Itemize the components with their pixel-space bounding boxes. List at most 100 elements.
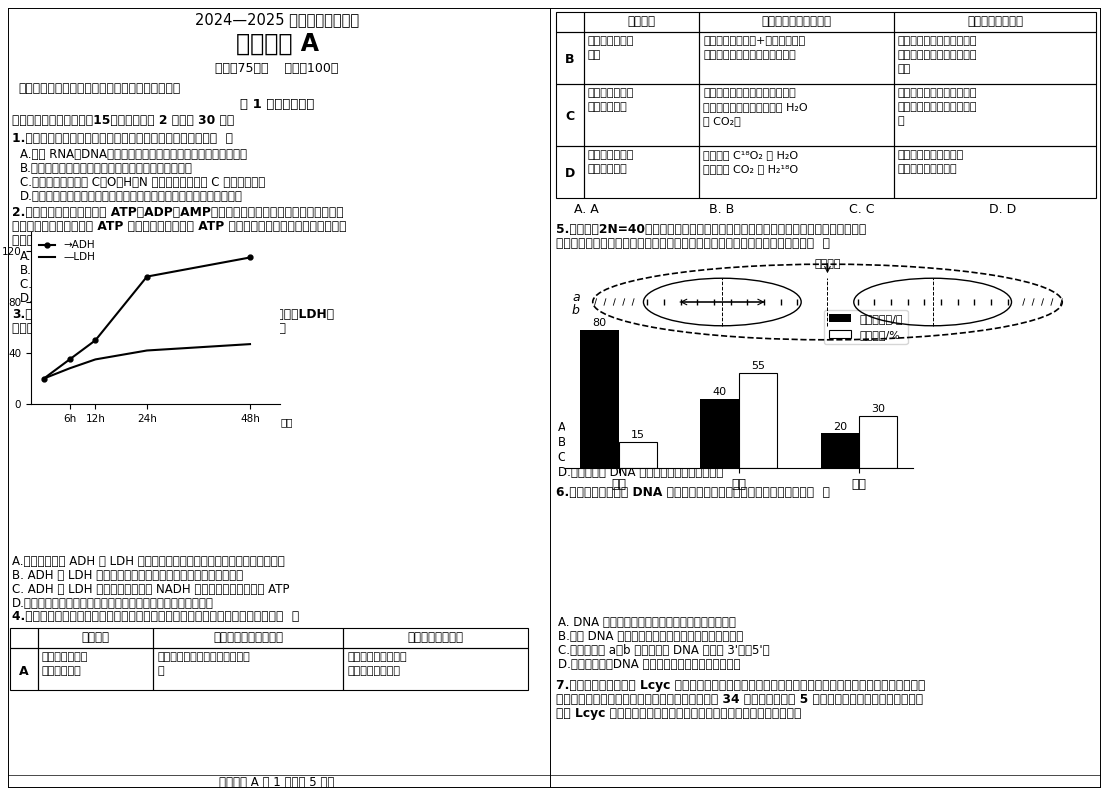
Text: b: b xyxy=(572,304,580,317)
Text: D.厌氧胁迫下，根细胞的无氧呼吸过程逐渐以产生酒精途径为主: D.厌氧胁迫下，根细胞的无氧呼吸过程逐渐以产生酒精途径为主 xyxy=(12,597,214,610)
Text: 4.实验是生物学研究的重要手段，对以下光合作用的部分探究实验分析正确的是（  ）: 4.实验是生物学研究的重要手段，对以下光合作用的部分探究实验分析正确的是（ ） xyxy=(12,610,299,623)
Bar xyxy=(153,648,343,690)
Text: 实验材料、操作或现象: 实验材料、操作或现象 xyxy=(762,15,831,28)
Text: 过滤不用滤纸和纱布: 过滤不用滤纸和纱布 xyxy=(346,652,406,662)
Text: 实验组是 CO₂ 和 H₂¹⁸O: 实验组是 CO₂ 和 H₂¹⁸O xyxy=(703,164,798,174)
—LDH xyxy=(141,346,154,355)
Text: 对照组是 C¹⁸O₂ 和 H₂O: 对照组是 C¹⁸O₂ 和 H₂O xyxy=(703,150,798,160)
Bar xyxy=(343,628,528,648)
Legend: 染色体数目/条, 细胞数目/%: 染色体数目/条, 细胞数目/% xyxy=(825,310,908,344)
Text: 希尔的离体叶绿: 希尔的离体叶绿 xyxy=(588,88,634,98)
Line: →ADH: →ADH xyxy=(41,255,252,381)
Bar xyxy=(584,12,699,32)
Text: D.一分子 AMP 中只有一个磷酸基团，可作为合成 RNA 的原料: D.一分子 AMP 中只有一个磷酸基团，可作为合成 RNA 的原料 xyxy=(20,292,245,305)
Bar xyxy=(584,84,699,146)
Text: 第 1 卷（选择题）: 第 1 卷（选择题） xyxy=(240,98,314,111)
Text: 区域: 区域 xyxy=(898,64,911,74)
Text: 反效应。下列说法错误的是（  ）: 反效应。下列说法错误的是（ ） xyxy=(12,234,124,247)
Text: 是因其会吸附色素: 是因其会吸附色素 xyxy=(346,666,400,676)
Legend: →ADH, —LDH: →ADH, —LDH xyxy=(37,238,99,266)
Text: B.图示 DNA 分子的复制过程是从多个起点同时开始的: B.图示 DNA 分子的复制过程是从多个起点同时开始的 xyxy=(558,630,743,643)
Bar xyxy=(556,12,584,32)
Bar xyxy=(699,84,894,146)
Text: B. ADH 和 LDH 分布于细胞质基质中，其活性可被厌氧胁迫激活: B. ADH 和 LDH 分布于细胞质基质中，其活性可被厌氧胁迫激活 xyxy=(12,569,244,582)
Bar xyxy=(894,84,1096,146)
Bar xyxy=(153,628,343,648)
Bar xyxy=(38,648,153,690)
Text: 取和分离实验: 取和分离实验 xyxy=(42,666,82,676)
Bar xyxy=(584,32,699,84)
Text: 时间：75分钟    满分：100分: 时间：75分钟 满分：100分 xyxy=(216,62,339,75)
Text: 55: 55 xyxy=(752,362,765,371)
Bar xyxy=(820,434,859,468)
Text: 15: 15 xyxy=(631,430,645,440)
Text: A.磷是 RNA、DNA、脱氧核糖等不可缺少的成分，属于大量元素: A.磷是 RNA、DNA、脱氧核糖等不可缺少的成分，属于大量元素 xyxy=(20,148,247,161)
→ADH xyxy=(244,253,257,262)
→ADH xyxy=(141,272,154,282)
Text: 实验名称: 实验名称 xyxy=(82,631,110,644)
Text: 实验: 实验 xyxy=(588,50,601,60)
Text: 细胞分为甲、乙、丙三组，每组细胞数目的占比如图所示。下列叙述正确的是（  ）: 细胞分为甲、乙、丙三组，每组细胞数目的占比如图所示。下列叙述正确的是（ ） xyxy=(556,237,830,250)
Text: 过滤收集滤液时放一块单层尼龙: 过滤收集滤液时放一块单层尼龙 xyxy=(157,652,250,662)
Text: C. C: C. C xyxy=(849,203,875,216)
Bar xyxy=(701,399,739,468)
Bar xyxy=(38,628,153,648)
Text: 分析、结果或条件: 分析、结果或条件 xyxy=(968,15,1023,28)
Text: 复制起点: 复制起点 xyxy=(815,258,840,269)
Text: B.糖类可以为细胞的生活提供能量，是主要的能源物质: B.糖类可以为细胞的生活提供能量，是主要的能源物质 xyxy=(20,162,193,175)
Bar xyxy=(619,442,658,468)
Text: 体悬浮液实验: 体悬浮液实验 xyxy=(588,102,628,112)
Text: 制临时装片：水绵+需氧细菌，装: 制临时装片：水绵+需氧细菌，装 xyxy=(703,36,805,46)
Bar xyxy=(859,416,898,468)
Text: 1.下列有关组成细胞的化学元素和化合物的叙述，错误的是（  ）: 1.下列有关组成细胞的化学元素和化合物的叙述，错误的是（ ） xyxy=(12,132,232,145)
Text: D.用药物阻断 DNA 复制可减少乙组细胞的数量: D.用药物阻断 DNA 复制可减少乙组细胞的数量 xyxy=(558,466,723,479)
Text: 高三生物 A: 高三生物 A xyxy=(236,32,319,56)
Text: a: a xyxy=(572,291,580,304)
Bar xyxy=(894,32,1096,84)
Text: D.子链延伸中，DNA 聚合酶可催化磷酸二酯键的形成: D.子链延伸中，DNA 聚合酶可催化磷酸二酯键的形成 xyxy=(558,658,741,671)
Text: 2024—2025 学年度上学期月考: 2024—2025 学年度上学期月考 xyxy=(195,12,359,27)
Text: 该实验需要在适宜的光: 该实验需要在适宜的光 xyxy=(898,150,964,160)
Text: D. D: D. D xyxy=(989,203,1016,216)
Bar xyxy=(556,84,584,146)
Text: 应: 应 xyxy=(898,116,904,126)
Text: 20: 20 xyxy=(832,422,847,432)
Text: B: B xyxy=(566,53,575,66)
Bar xyxy=(894,146,1096,198)
Bar xyxy=(699,32,894,84)
—LDH xyxy=(89,354,102,364)
Text: 分析、结果或条件: 分析、结果或条件 xyxy=(407,631,464,644)
Text: 照和温度条件下进行: 照和温度条件下进行 xyxy=(898,164,958,174)
Text: 实验材料、操作或现象: 实验材料、操作或现象 xyxy=(213,631,283,644)
Text: A.肌肉收缩时，高能荷更有利于其进行: A.肌肉收缩时，高能荷更有利于其进行 xyxy=(20,250,144,263)
Text: 高三生物 A 第 1 页（共 5 页）: 高三生物 A 第 1 页（共 5 页） xyxy=(219,776,334,789)
→ADH xyxy=(38,374,51,383)
Text: 7.柳穿鱼的形态结构与 Lcyc 基因的表达直接相关。现将花型两侧对称与花型辐射对称的两种柳穿鱼杂交，: 7.柳穿鱼的形态结构与 Lcyc 基因的表达直接相关。现将花型两侧对称与花型辐射… xyxy=(556,679,925,692)
Text: 布: 布 xyxy=(157,666,164,676)
Text: B.乙组部分细胞可能不含有同源染色体: B.乙组部分细胞可能不含有同源染色体 xyxy=(558,436,682,449)
Text: A. DNA 独特的双螺旋结构为复制提供了精确的模板: A. DNA 独特的双螺旋结构为复制提供了精确的模板 xyxy=(558,616,736,629)
Text: 40: 40 xyxy=(713,387,727,398)
Text: C: C xyxy=(566,110,575,123)
Text: 实验名称: 实验名称 xyxy=(628,15,655,28)
Text: 催化乳酸合成，两者的活性随着处理时间的变化如图所示。下列说法错误的是（  ）: 催化乳酸合成，两者的活性随着处理时间的变化如图所示。下列说法错误的是（ ） xyxy=(12,322,286,335)
Text: A.玉米根细胞中 ADH 和 LDH 功能不同的根本原因是控制二者合成的基因不同: A.玉米根细胞中 ADH 和 LDH 功能不同的根本原因是控制二者合成的基因不同 xyxy=(12,555,284,568)
Text: C.丙组细胞中每条染色体上含有1个 DNA: C.丙组细胞中每条染色体上含有1个 DNA xyxy=(558,451,705,464)
Text: 一、单项选择题：本题內15小题，每小题 2 分，共 30 分。: 一、单项选择题：本题內15小题，每小题 2 分，共 30 分。 xyxy=(12,114,235,127)
Text: 子一均为两侧对称。子一代自交，得到两侧对称株 34 株，辐射对称株 5 株，进一步研究发现来自两侧对称: 子一均为两侧对称。子一代自交，得到两侧对称株 34 株，辐射对称株 5 株，进一… xyxy=(556,693,923,706)
—LDH xyxy=(63,363,76,373)
Line: —LDH: —LDH xyxy=(44,344,250,378)
—LDH xyxy=(38,374,51,383)
Text: 6.如图为某真核生物 DNA 分子复制过程的示意图，下列叙述错误的是（  ）: 6.如图为某真核生物 DNA 分子复制过程的示意图，下列叙述错误的是（ ） xyxy=(556,486,830,499)
Text: 恩格尔曼第二个实验发现需: 恩格尔曼第二个实验发现需 xyxy=(898,36,977,46)
Text: C. ADH 和 LDH 都能催化丙酮酸与 NADH 的反应，同时生成少量 ATP: C. ADH 和 LDH 都能催化丙酮酸与 NADH 的反应，同时生成少量 AT… xyxy=(12,583,290,596)
Text: 氧细菌聚集在红光和蓝紫光: 氧细菌聚集在红光和蓝紫光 xyxy=(898,50,977,60)
Bar xyxy=(556,146,584,198)
Text: 考试范围：必修一、必修二、选择性必修一前三章: 考试范围：必修一、必修二、选择性必修一前三章 xyxy=(18,82,180,95)
Text: 5.对老鼠（2N=40）生殖腺某一部位的切片进行显微观察，依据细胞中染色体的数目将: 5.对老鼠（2N=40）生殖腺某一部位的切片进行显微观察，依据细胞中染色体的数目… xyxy=(556,223,867,236)
Text: 调节代谢活动。高能荷时 ATP 生成过程被抑制，而 ATP 的利用过程被激发；低能荷时产生相: 调节代谢活动。高能荷时 ATP 生成过程被抑制，而 ATP 的利用过程被激发；低… xyxy=(12,220,346,233)
Text: D: D xyxy=(565,167,576,180)
Text: 位素示踪实验: 位素示踪实验 xyxy=(588,164,628,174)
Text: 恩格尔曼的水绵: 恩格尔曼的水绵 xyxy=(588,36,634,46)
Bar xyxy=(584,146,699,198)
